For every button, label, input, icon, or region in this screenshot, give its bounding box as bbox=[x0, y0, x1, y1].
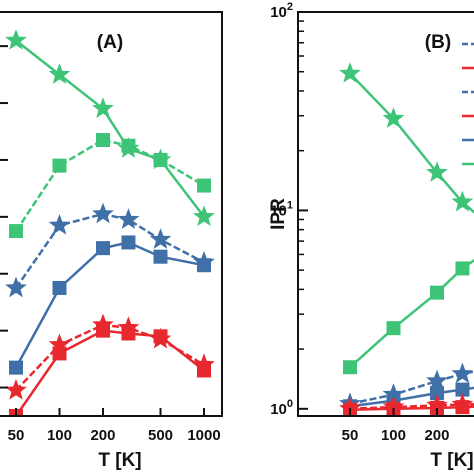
panel-a-data-point bbox=[95, 133, 110, 148]
panel-a-data-point bbox=[153, 329, 168, 344]
panel-b-y-tick-label: 100 bbox=[270, 398, 293, 418]
panel-a-data-point bbox=[197, 258, 211, 273]
panel-b-data-point bbox=[426, 369, 448, 391]
panel-b-frame bbox=[297, 11, 474, 417]
panel-a-data-point bbox=[9, 360, 23, 375]
panel-b-series-line bbox=[349, 386, 474, 408]
panel-b-y-tick-label: 102 bbox=[270, 1, 293, 21]
panel-b-series-line bbox=[349, 403, 474, 411]
panel-b-data-point bbox=[429, 285, 444, 300]
panel-a-y-ticks bbox=[0, 45, 8, 389]
panel-b-series-line bbox=[349, 405, 474, 411]
panel-a-x-ticks: 50 100 200 500 1000 bbox=[8, 408, 221, 444]
panel-b-x-ticks: 50 100 200 bbox=[342, 408, 450, 444]
panel-b-plot-area bbox=[339, 62, 474, 416]
panel-a-series-line bbox=[14, 329, 205, 416]
panel-a-data-point bbox=[52, 280, 67, 295]
panel-b-y-ticks: 100 101 102 bbox=[270, 1, 308, 418]
panel-a-data-point bbox=[121, 235, 136, 250]
panel-b-legend bbox=[462, 42, 474, 166]
panel-a-x-tick-label: 500 bbox=[148, 427, 173, 444]
panel-a-series-line bbox=[14, 212, 205, 289]
panel-a-x-tick-label: 1000 bbox=[187, 427, 220, 444]
panel-b-series-line bbox=[349, 258, 474, 369]
panel-a-data-point bbox=[92, 202, 114, 224]
panel-a-x-tick-label: 100 bbox=[47, 427, 72, 444]
panel-a-x-axis-title: T [K] bbox=[98, 450, 141, 471]
panel-b-data-point bbox=[455, 261, 470, 276]
panel-a-data-point bbox=[48, 63, 71, 84]
panel-a-series-line bbox=[14, 138, 205, 232]
panel-a-data-point bbox=[5, 378, 27, 400]
panel-b-x-tick-label: 200 bbox=[424, 427, 449, 444]
panel-a-data-point bbox=[95, 241, 110, 256]
panel-b-data-point bbox=[382, 107, 405, 128]
panel-a-x-tick-label: 200 bbox=[90, 427, 115, 444]
panel-b-x-axis-title: T [K] bbox=[430, 450, 473, 471]
panel-a-series-line bbox=[15, 323, 205, 392]
panel-b-data-point bbox=[451, 190, 474, 212]
panel-a-data-point bbox=[193, 205, 215, 227]
panel-b-x-tick-label: 100 bbox=[381, 427, 406, 444]
panel-a-data-point bbox=[5, 29, 27, 50]
panel-b-series-line bbox=[349, 370, 474, 406]
panel-a-data-point bbox=[197, 363, 211, 378]
panel-a-data-point bbox=[121, 138, 136, 153]
panel-b-data-point bbox=[343, 360, 357, 375]
panel-a: 50 100 200 500 1000 (A) T [K] bbox=[0, 11, 223, 471]
panel-a-data-point bbox=[95, 323, 110, 338]
panel-a-data-point bbox=[5, 276, 27, 298]
panel-a-series-line bbox=[14, 241, 205, 369]
panel-b: 100 101 102 50 100 200 (B) T [K] IPR bbox=[268, 1, 474, 471]
panel-a-data-point bbox=[52, 346, 67, 361]
panel-b-y-tick-label: 101 bbox=[270, 199, 293, 219]
panel-b-data-point bbox=[426, 161, 448, 182]
panel-b-title: (B) bbox=[425, 32, 451, 53]
panel-b-y-axis-title: IPR bbox=[268, 198, 289, 230]
panel-a-data-point bbox=[149, 228, 172, 249]
panel-a-frame bbox=[0, 11, 223, 417]
panel-a-data-point bbox=[52, 158, 67, 173]
panel-b-series-line bbox=[349, 72, 474, 214]
panel-a-data-point bbox=[48, 213, 71, 235]
panel-a-data-point bbox=[121, 326, 136, 341]
panel-a-x-tick-label: 50 bbox=[8, 427, 25, 444]
panel-a-data-point bbox=[117, 208, 140, 229]
panel-b-x-tick-label: 50 bbox=[342, 427, 359, 444]
panel-b-data-point bbox=[451, 362, 474, 384]
panel-b-data-point bbox=[339, 62, 361, 83]
panel-b-data-point bbox=[386, 321, 401, 336]
panel-a-data-point bbox=[9, 224, 23, 239]
panel-a-data-point bbox=[153, 152, 168, 167]
panel-a-series-line bbox=[15, 39, 205, 218]
panel-a-data-point bbox=[153, 249, 168, 264]
panel-a-plot-area bbox=[5, 29, 215, 416]
panel-a-data-point bbox=[197, 178, 211, 193]
panel-a-data-point bbox=[92, 97, 114, 118]
panel-b-data-point bbox=[455, 400, 470, 415]
panel-a-title: (A) bbox=[97, 32, 123, 53]
